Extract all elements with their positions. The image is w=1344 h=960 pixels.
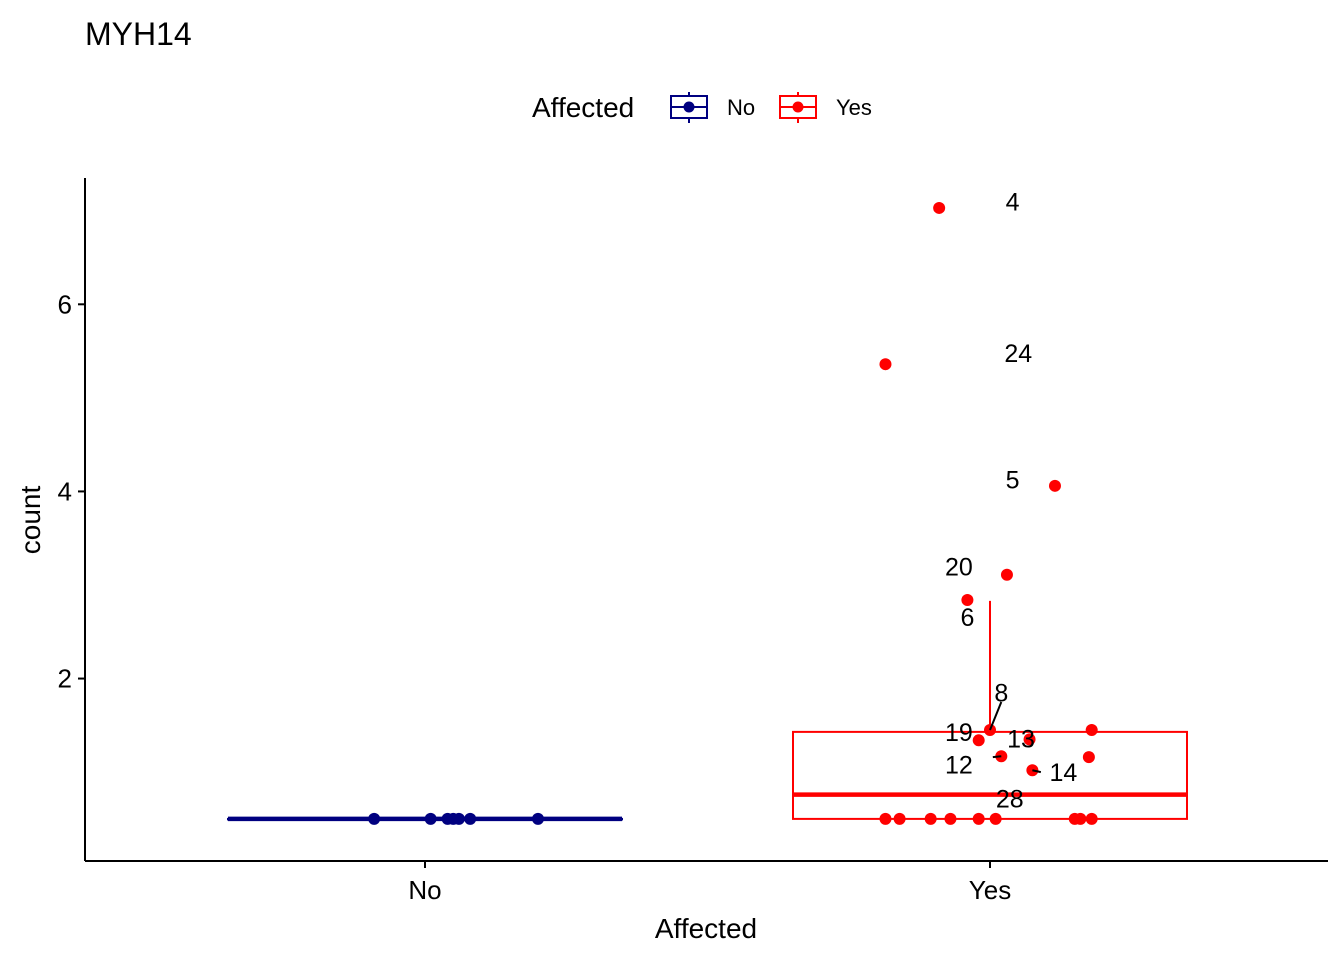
data-point [1085, 724, 1098, 737]
label-leader-line [989, 701, 1003, 731]
legend: Affected No Yes [532, 92, 872, 123]
data-point [464, 812, 477, 825]
legend-label-yes: Yes [836, 95, 872, 120]
data-point [989, 812, 1002, 825]
box-iqr [792, 730, 1188, 820]
data-point [972, 734, 985, 747]
point-label: 8 [994, 680, 1008, 708]
data-point [1082, 751, 1095, 764]
x-axis-title: Affected [655, 913, 757, 944]
data-point [924, 812, 937, 825]
boxes [227, 600, 1188, 822]
y-tick-label: 4 [58, 476, 72, 506]
point-label: 12 [945, 752, 973, 780]
points [368, 201, 1098, 825]
point-labels: 4 24 5 20 6 19 13 12 14 8 28 [945, 188, 1077, 813]
point-label: 19 [945, 719, 973, 747]
legend-key-no [670, 92, 708, 123]
chart-title: MYH14 [85, 16, 192, 52]
legend-title: Affected [532, 92, 634, 123]
data-point [961, 593, 974, 606]
data-point [879, 812, 892, 825]
point-label: 24 [1004, 340, 1032, 368]
point-label: 28 [996, 785, 1024, 813]
point-label: 20 [945, 553, 973, 581]
box-yes [792, 600, 1188, 820]
data-point [424, 812, 437, 825]
label-leader-line [1032, 769, 1042, 774]
data-point [452, 812, 465, 825]
x-ticks: No Yes [408, 861, 1011, 905]
data-point [1074, 812, 1087, 825]
data-point [1085, 812, 1098, 825]
data-point [1000, 568, 1013, 581]
y-tick-label: 6 [58, 289, 72, 319]
point-label: 13 [1007, 725, 1035, 753]
y-ticks: 2 4 6 [58, 289, 85, 694]
label-leader-line [992, 755, 1002, 759]
point-label: 4 [1006, 188, 1020, 216]
legend-label-no: No [727, 95, 755, 120]
point-label: 14 [1050, 759, 1078, 787]
y-axis-title: count [15, 486, 46, 555]
data-point [933, 201, 946, 214]
point-label: 6 [960, 604, 974, 632]
y-tick-label: 2 [58, 664, 72, 694]
axes [84, 178, 1328, 862]
data-point [893, 812, 906, 825]
x-tick-label: Yes [969, 875, 1011, 905]
data-point [1048, 479, 1061, 492]
data-point [368, 812, 381, 825]
data-point [944, 812, 957, 825]
data-point [972, 812, 985, 825]
data-point [532, 812, 544, 825]
x-tick-label: No [408, 875, 441, 905]
data-point [879, 358, 892, 371]
data-point [1023, 733, 1036, 746]
legend-key-yes [779, 92, 817, 123]
point-label: 5 [1006, 466, 1020, 494]
